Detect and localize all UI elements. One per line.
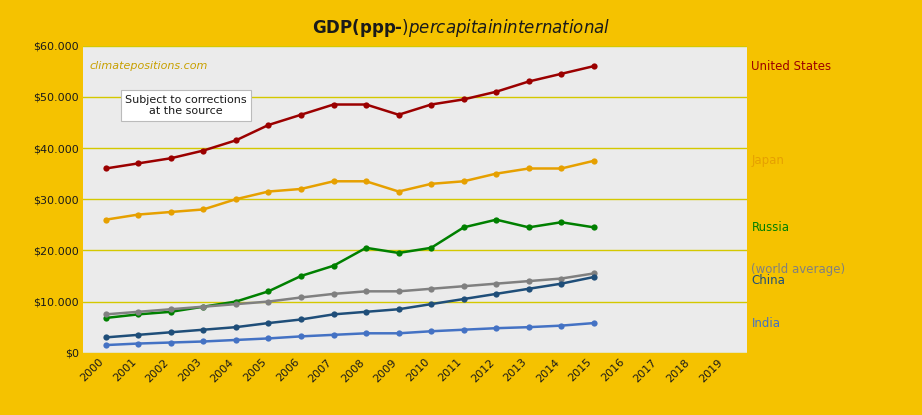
Text: (world average): (world average) bbox=[751, 264, 845, 276]
Text: India: India bbox=[751, 317, 780, 330]
Text: Subject to corrections
at the source: Subject to corrections at the source bbox=[125, 95, 247, 116]
Text: China: China bbox=[751, 274, 786, 287]
Text: United States: United States bbox=[751, 60, 832, 73]
Text: climatepositions.com: climatepositions.com bbox=[89, 61, 208, 71]
Text: Russia: Russia bbox=[751, 221, 789, 234]
Text: Japan: Japan bbox=[751, 154, 785, 167]
Text: GDP(ppp-$) per capita in international $: GDP(ppp-$) per capita in international $ bbox=[312, 17, 610, 39]
